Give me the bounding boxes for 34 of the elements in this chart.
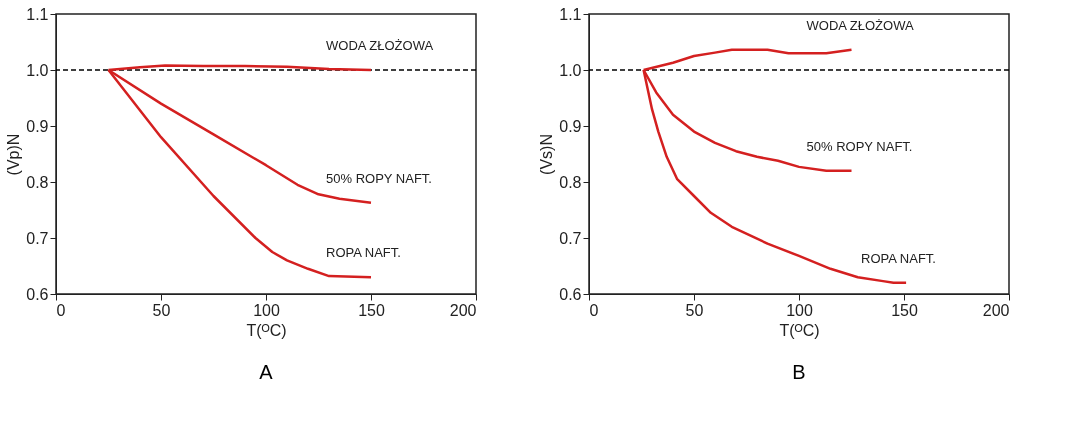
x-tick-label: 150 [358,301,385,319]
y-tick-label: 0.8 [559,173,582,191]
y-tick-label: 1.0 [559,61,582,79]
series-label: 50% ROPY NAFT. [806,138,913,154]
y-axis-title: (Vp)N [5,133,23,176]
text: B [792,361,806,383]
y-tick-label: 1.0 [26,61,49,79]
y-tick-label: 0.9 [26,117,49,135]
series-label: WODA ZŁOŻOWA [326,38,434,53]
y-tick-label: 1.1 [559,5,582,23]
x-axis-title: T(ᴼC) [246,321,287,339]
x-tick-label: 200 [449,301,477,319]
x-tick-label: 50 [685,301,704,319]
x-tick-label: 200 [982,301,1010,319]
x-tick-label: 100 [253,301,280,319]
y-tick-label: 1.1 [26,5,49,23]
series-label: ROPA NAFT. [326,245,401,261]
y-axis-title: (Vs)N [538,134,556,175]
y-tick-label: 0.6 [559,285,582,303]
x-axis-title: T(ᴼC) [779,321,820,339]
y-tick-label: 0.7 [559,229,582,247]
x-tick-label: 150 [891,301,918,319]
y-tick-label: 0.8 [26,173,49,191]
y-tick-label: 0.6 [26,285,49,303]
x-tick-label: 0 [589,301,599,319]
y-tick-label: 0.7 [26,229,49,247]
series-label: WODA ZŁOŻOWA [806,17,914,33]
x-tick-label: 50 [152,301,171,319]
x-tick-label: 0 [56,301,66,319]
x-tick-label: 100 [786,301,813,319]
series-label: ROPA NAFT. [861,250,936,266]
y-tick-label: 0.9 [559,117,582,135]
text: A [259,361,274,383]
series-label: 50% ROPY NAFT. [326,170,432,186]
